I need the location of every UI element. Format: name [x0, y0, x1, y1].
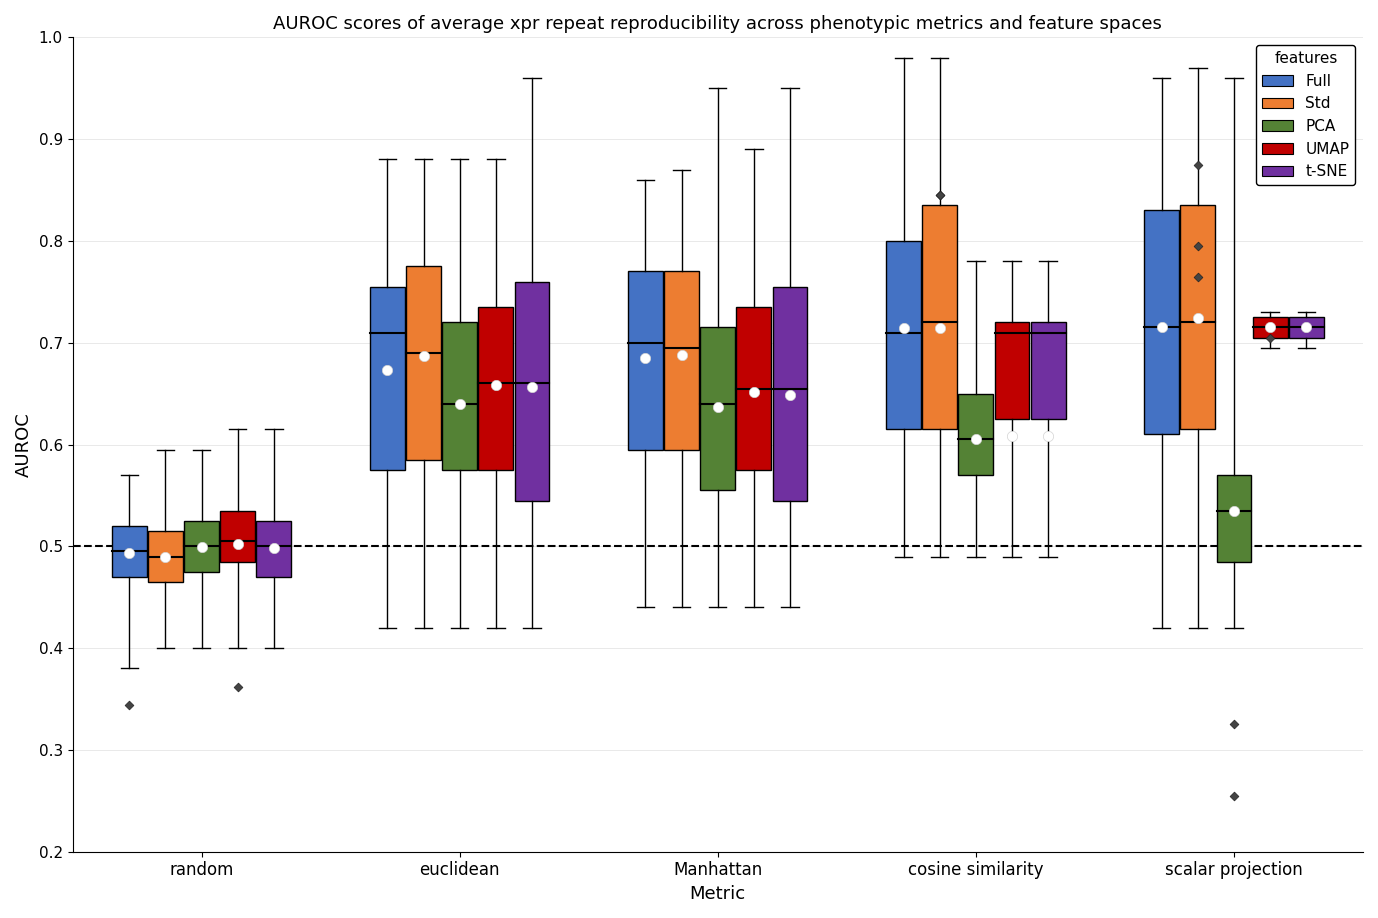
Bar	[478, 308, 513, 470]
Bar	[1031, 322, 1065, 420]
Point	[412, 349, 434, 364]
Point	[1259, 320, 1282, 335]
Point	[119, 546, 141, 561]
Bar	[442, 322, 477, 470]
Point	[1000, 429, 1022, 443]
Bar	[628, 272, 663, 450]
Point	[743, 385, 765, 399]
Bar	[369, 286, 405, 470]
Point	[779, 387, 801, 402]
Point	[1186, 269, 1209, 284]
Bar	[1217, 476, 1251, 562]
Point	[1222, 717, 1244, 732]
Bar	[664, 272, 699, 450]
Point	[1222, 503, 1244, 518]
Point	[929, 188, 951, 203]
Point	[1151, 320, 1173, 335]
Point	[1222, 789, 1244, 803]
Point	[1186, 157, 1209, 172]
Point	[119, 698, 141, 712]
Point	[190, 540, 212, 554]
Bar	[147, 531, 183, 582]
Point	[1038, 429, 1060, 443]
Point	[965, 432, 987, 447]
Point	[634, 351, 656, 365]
Point	[707, 399, 729, 414]
X-axis label: Metric: Metric	[690, 885, 745, 903]
Bar	[773, 286, 808, 500]
Bar	[959, 394, 994, 476]
Point	[227, 679, 249, 694]
Point	[154, 549, 176, 564]
Bar	[407, 266, 441, 460]
Bar	[514, 282, 550, 500]
Y-axis label: AUROC: AUROC	[15, 412, 33, 477]
Point	[671, 348, 693, 363]
Point	[227, 537, 249, 552]
Point	[376, 363, 398, 377]
Bar	[1181, 206, 1215, 430]
Bar	[1144, 210, 1180, 434]
Bar	[1288, 318, 1324, 338]
Point	[1295, 320, 1317, 335]
Bar	[112, 526, 146, 577]
Bar	[220, 510, 255, 562]
Bar	[736, 308, 772, 470]
Bar	[922, 206, 958, 430]
Bar	[886, 241, 921, 430]
Bar	[995, 322, 1029, 420]
Title: AUROC scores of average xpr repeat reproducibility across phenotypic metrics and: AUROC scores of average xpr repeat repro…	[273, 15, 1162, 33]
Bar	[1253, 318, 1287, 338]
Point	[929, 188, 951, 203]
Point	[521, 379, 543, 394]
Bar	[700, 328, 736, 490]
Point	[449, 397, 471, 411]
Bar	[185, 521, 219, 572]
Point	[1259, 330, 1282, 345]
Point	[1186, 239, 1209, 253]
Point	[929, 321, 951, 336]
Legend: Full, Std, PCA, UMAP, t-SNE: Full, Std, PCA, UMAP, t-SNE	[1257, 45, 1356, 185]
Point	[485, 378, 507, 393]
Bar	[256, 521, 291, 577]
Point	[263, 541, 285, 555]
Point	[893, 321, 915, 336]
Point	[1186, 311, 1209, 326]
